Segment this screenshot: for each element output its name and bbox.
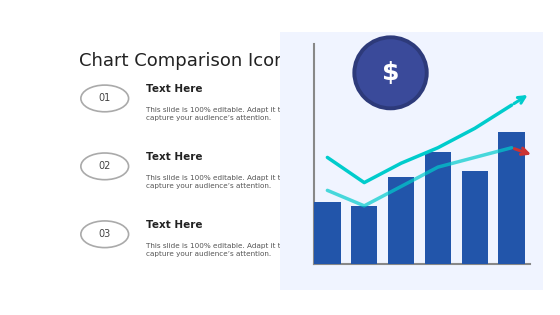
FancyBboxPatch shape [424, 152, 451, 264]
FancyBboxPatch shape [314, 202, 340, 264]
FancyBboxPatch shape [388, 177, 414, 264]
Text: This slide is 100% editable. Adapt it to your needs and
capture your audience’s : This slide is 100% editable. Adapt it to… [146, 107, 343, 121]
Circle shape [352, 35, 429, 110]
Text: Text Here: Text Here [146, 220, 203, 230]
Circle shape [356, 39, 424, 106]
Text: This slide is 100% editable. Adapt it to your needs and
capture your audience’s : This slide is 100% editable. Adapt it to… [146, 243, 343, 257]
FancyBboxPatch shape [461, 171, 488, 264]
FancyBboxPatch shape [269, 21, 554, 300]
Text: $: $ [382, 61, 399, 85]
Text: Chart Comparison Icon for Financial Ratios: Chart Comparison Icon for Financial Rati… [78, 52, 462, 70]
Text: 01: 01 [99, 94, 111, 103]
FancyBboxPatch shape [351, 206, 377, 264]
Text: Text Here: Text Here [146, 84, 203, 94]
Text: 03: 03 [99, 229, 111, 239]
Text: Text Here: Text Here [146, 152, 203, 162]
Text: 02: 02 [99, 161, 111, 171]
FancyBboxPatch shape [498, 132, 525, 264]
Text: This slide is 100% editable. Adapt it to your needs and
capture your audience’s : This slide is 100% editable. Adapt it to… [146, 175, 343, 189]
